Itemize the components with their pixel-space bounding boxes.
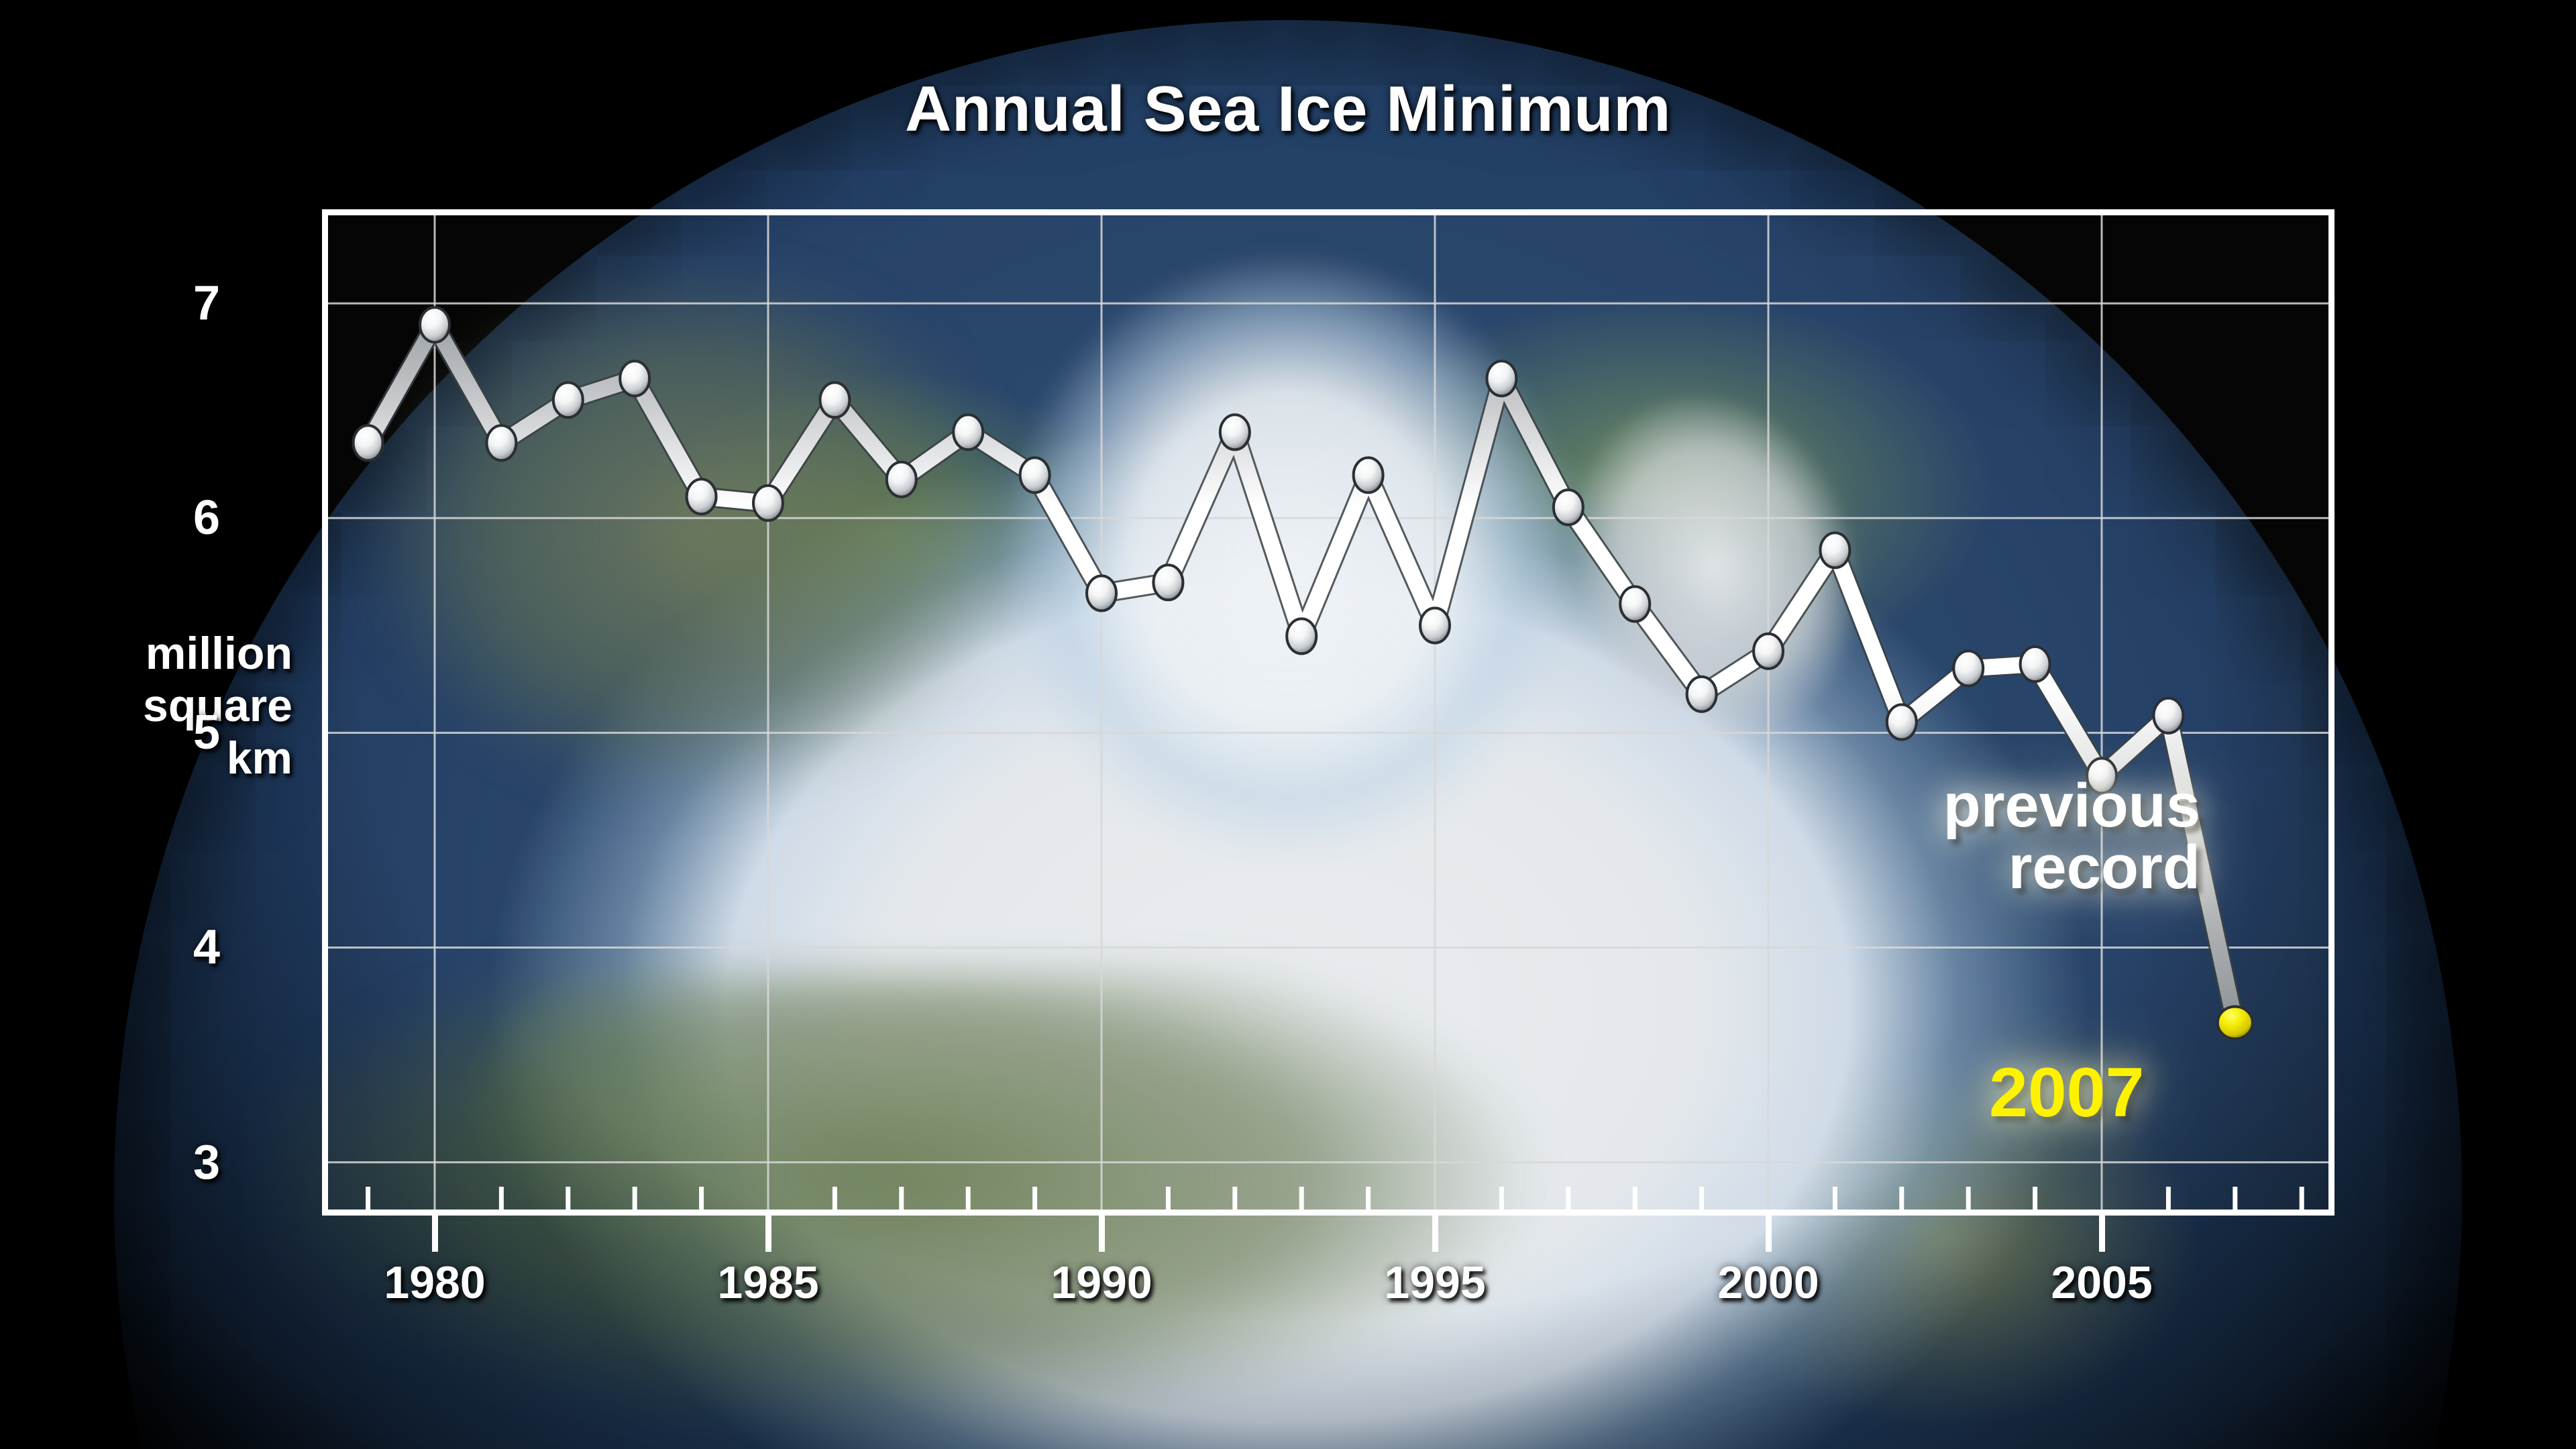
y-axis-label-line-1: million	[145, 628, 292, 679]
data-point-marker	[2019, 645, 2051, 683]
x-axis-tick-1985: 1985	[717, 1257, 819, 1308]
plot-inner	[328, 215, 2328, 1210]
data-point-marker	[1419, 606, 1451, 645]
y-axis-tick-6: 6	[193, 491, 220, 545]
data-point-marker	[1018, 456, 1051, 494]
data-point-marker	[752, 484, 784, 522]
data-point-marker	[1485, 360, 1518, 398]
data-point-marker	[1952, 649, 1985, 688]
x-axis-tick-2005: 2005	[2051, 1257, 2153, 1308]
y-axis-tick-5: 5	[193, 706, 220, 760]
minor-tick-marks	[366, 1187, 2304, 1210]
x-axis-major-tick-mark-2005	[2099, 1216, 2106, 1252]
data-point-marker	[1819, 531, 1851, 570]
x-axis-major-tick-mark-1980	[432, 1216, 439, 1252]
data-point-marker	[2086, 757, 2118, 795]
data-point-marker	[1552, 488, 1585, 527]
y-axis-label-line-3: km	[226, 733, 292, 784]
line-chart-svg	[328, 215, 2328, 1210]
data-point-marker	[419, 306, 451, 344]
data-point-markers	[352, 306, 2254, 1040]
data-point-marker	[1152, 564, 1185, 602]
annotation-previous-record-line-2: record	[2008, 833, 2200, 902]
data-point-marker	[1218, 413, 1251, 451]
x-axis-major-tick-mark-1985	[765, 1216, 772, 1252]
data-point-marker	[2152, 696, 2185, 735]
data-point-marker	[485, 424, 518, 462]
data-point-marker	[685, 478, 718, 516]
annotation-year-2007: 2007	[1989, 1054, 2145, 1132]
gridlines	[328, 215, 2328, 1210]
data-point-marker-highlight	[2216, 1005, 2254, 1040]
x-axis-tick-1980: 1980	[384, 1257, 486, 1308]
data-point-marker	[1885, 703, 1918, 741]
data-point-marker	[1752, 632, 1784, 670]
data-point-marker	[952, 413, 985, 451]
data-point-marker	[352, 424, 384, 462]
data-point-marker	[619, 360, 651, 398]
x-axis-major-tick-mark-1990	[1099, 1216, 1106, 1252]
data-point-marker	[1352, 456, 1385, 494]
page-title: Annual Sea Ice Minimum	[905, 73, 1671, 145]
x-axis-tick-1990: 1990	[1051, 1257, 1152, 1308]
x-axis-tick-2000: 2000	[1717, 1257, 1819, 1308]
x-axis-major-tick-mark-1995	[1432, 1216, 1439, 1252]
x-axis-tick-1995: 1995	[1384, 1257, 1486, 1308]
y-axis-label-line-2: square	[143, 680, 292, 731]
data-point-marker	[818, 381, 851, 419]
y-axis-tick-4: 4	[193, 920, 220, 975]
x-axis-major-tick-mark-2000	[1766, 1216, 1772, 1252]
y-axis-label: million square km	[11, 627, 292, 784]
plot-area	[322, 209, 2334, 1216]
y-axis-tick-7: 7	[193, 276, 220, 331]
data-point-marker	[885, 460, 918, 498]
data-point-marker	[1285, 617, 1318, 655]
y-axis-tick-3: 3	[193, 1135, 220, 1189]
data-point-marker	[1619, 585, 1652, 623]
data-point-marker	[551, 381, 584, 419]
data-point-marker	[1085, 574, 1118, 612]
annotation-previous-record: previous record	[1630, 775, 2200, 898]
annotation-previous-record-line-1: previous	[1943, 771, 2200, 840]
data-point-marker	[1685, 675, 1718, 713]
